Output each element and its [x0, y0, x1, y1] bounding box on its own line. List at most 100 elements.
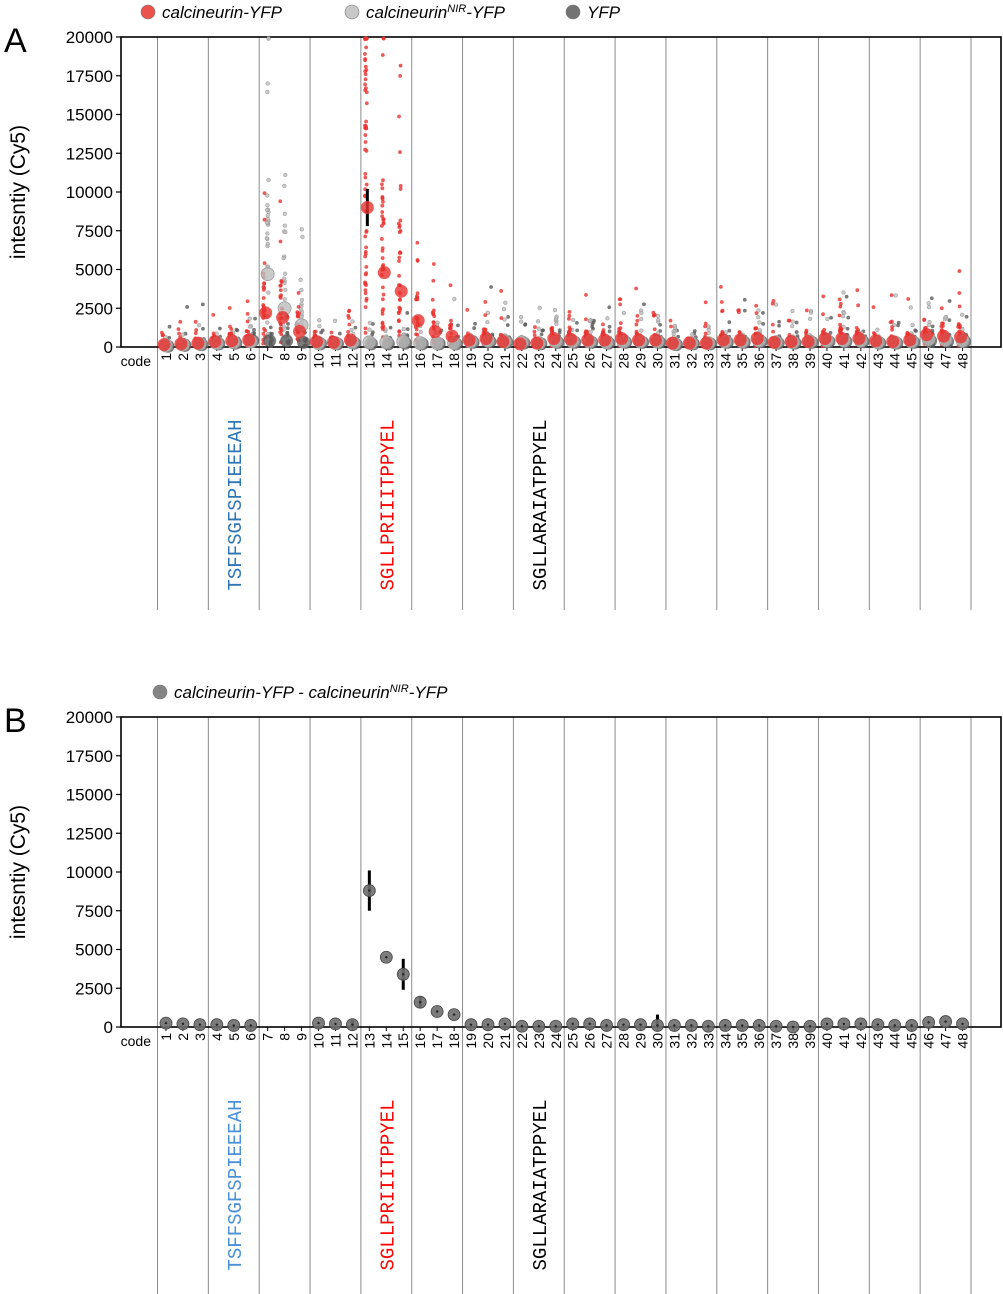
scatter-point — [364, 68, 369, 72]
scatter-point — [910, 322, 915, 328]
scatter-point — [398, 150, 402, 154]
chart-panel-a: 0 2500 5000 7500 10000 12500 15000 17500 20000 in… — [7, 3, 1002, 610]
scatter-point — [533, 325, 537, 329]
scatter-point — [896, 320, 901, 325]
scatter-point — [363, 252, 368, 256]
mean-marker — [360, 201, 374, 214]
x-tick-label: 13 — [361, 1033, 377, 1049]
scatter-point — [178, 319, 183, 324]
scatter-point — [926, 323, 932, 328]
x-tick-label: 20 — [480, 1033, 496, 1049]
scatter-point — [618, 297, 623, 302]
scatter-point — [177, 331, 181, 336]
scatter-point — [245, 319, 250, 324]
mean-marker — [445, 329, 459, 343]
scatter-point — [282, 297, 287, 302]
data-point-center — [656, 1024, 659, 1027]
y-tick-label: 7500 — [75, 902, 113, 921]
scatter-point — [380, 182, 384, 187]
x-tick-label: 18 — [446, 353, 462, 369]
x-tick-label: 3 — [192, 1033, 208, 1041]
x-tick-label: 32 — [683, 1033, 699, 1049]
scatter-point — [770, 301, 775, 306]
x-tick-label: 35 — [734, 1033, 750, 1049]
scatter-point — [265, 217, 271, 222]
scatter-point — [176, 327, 181, 332]
scatter-point — [452, 296, 457, 302]
scatter-point — [591, 326, 595, 331]
data-point-center — [876, 1023, 879, 1026]
scatter-point — [405, 327, 410, 332]
scatter-point — [871, 305, 876, 310]
scatter-point — [266, 177, 271, 183]
x-tick-label: 10 — [311, 353, 327, 369]
scatter-point — [363, 126, 368, 130]
x-tick-label: 14 — [378, 1033, 394, 1049]
x-tick-label: 28 — [616, 1033, 632, 1049]
mean-marker — [157, 338, 171, 352]
data-point-center — [605, 1024, 608, 1027]
scatter-point — [364, 228, 369, 233]
scatter-point — [930, 324, 935, 329]
x-tick-label: 27 — [599, 353, 615, 369]
x-tick-label: 27 — [599, 1033, 615, 1049]
x-tick-label: 9 — [294, 353, 310, 361]
scatter-point — [838, 322, 842, 327]
panel-b-letter: B — [4, 702, 27, 740]
x-tick-label: 1 — [158, 1033, 174, 1041]
scatter-point — [286, 321, 290, 326]
scatter-point — [893, 293, 898, 298]
scatter-point — [282, 183, 287, 188]
scatter-point — [523, 322, 528, 327]
data-point-center — [910, 1024, 913, 1027]
scatter-point — [634, 329, 639, 334]
scatter-point — [262, 217, 267, 222]
y-tick-label: 5000 — [75, 941, 113, 960]
scatter-point — [296, 305, 301, 309]
scatter-point — [398, 228, 403, 233]
scatter-point — [397, 259, 401, 263]
scatter-point — [349, 327, 354, 333]
scatter-point — [297, 311, 301, 316]
scatter-point — [279, 280, 284, 284]
sequence-label: TSFFSGFSPIEEEAH — [225, 1099, 247, 1270]
data-point-center — [334, 1022, 337, 1026]
scatter-point — [397, 311, 401, 316]
scatter-point — [771, 329, 776, 334]
scatter-point — [397, 255, 402, 260]
data-point-center — [452, 1013, 456, 1016]
scatter-point — [380, 195, 385, 199]
mean-marker — [191, 336, 205, 350]
scatter-point — [690, 332, 695, 337]
scatter-point — [757, 320, 762, 325]
chart-panel-b: 0 2500 5000 7500 10000 12500 15000 17500 20000 in… — [7, 683, 1002, 1294]
mean-marker — [430, 336, 445, 351]
scatter-point — [278, 239, 283, 244]
scatter-point — [588, 329, 593, 334]
mean-marker — [479, 331, 493, 345]
scatter-point — [926, 305, 932, 310]
scatter-point — [264, 220, 270, 225]
mean-marker — [276, 311, 290, 325]
mean-marker — [293, 325, 307, 338]
scatter-point — [875, 327, 880, 332]
scatter-point — [196, 323, 202, 328]
mean-marker — [903, 333, 917, 347]
scatter-point — [719, 300, 724, 304]
scatter-point — [200, 302, 205, 307]
data-point-center — [859, 1022, 863, 1026]
x-tick-label: 38 — [785, 353, 801, 369]
x-tick-label: 4 — [209, 1033, 225, 1041]
scatter-point — [845, 326, 850, 331]
scatter-point — [363, 72, 368, 77]
mean-marker — [615, 331, 629, 345]
scatter-point — [298, 277, 303, 282]
scatter-point — [363, 281, 368, 286]
y-tick-label: 15000 — [66, 786, 113, 805]
scatter-point — [501, 307, 507, 312]
scatter-point — [278, 288, 283, 293]
x-tick-label: 11 — [327, 353, 343, 368]
scatter-point — [415, 258, 420, 262]
data-point-center — [368, 889, 371, 892]
scatter-point — [405, 311, 410, 315]
